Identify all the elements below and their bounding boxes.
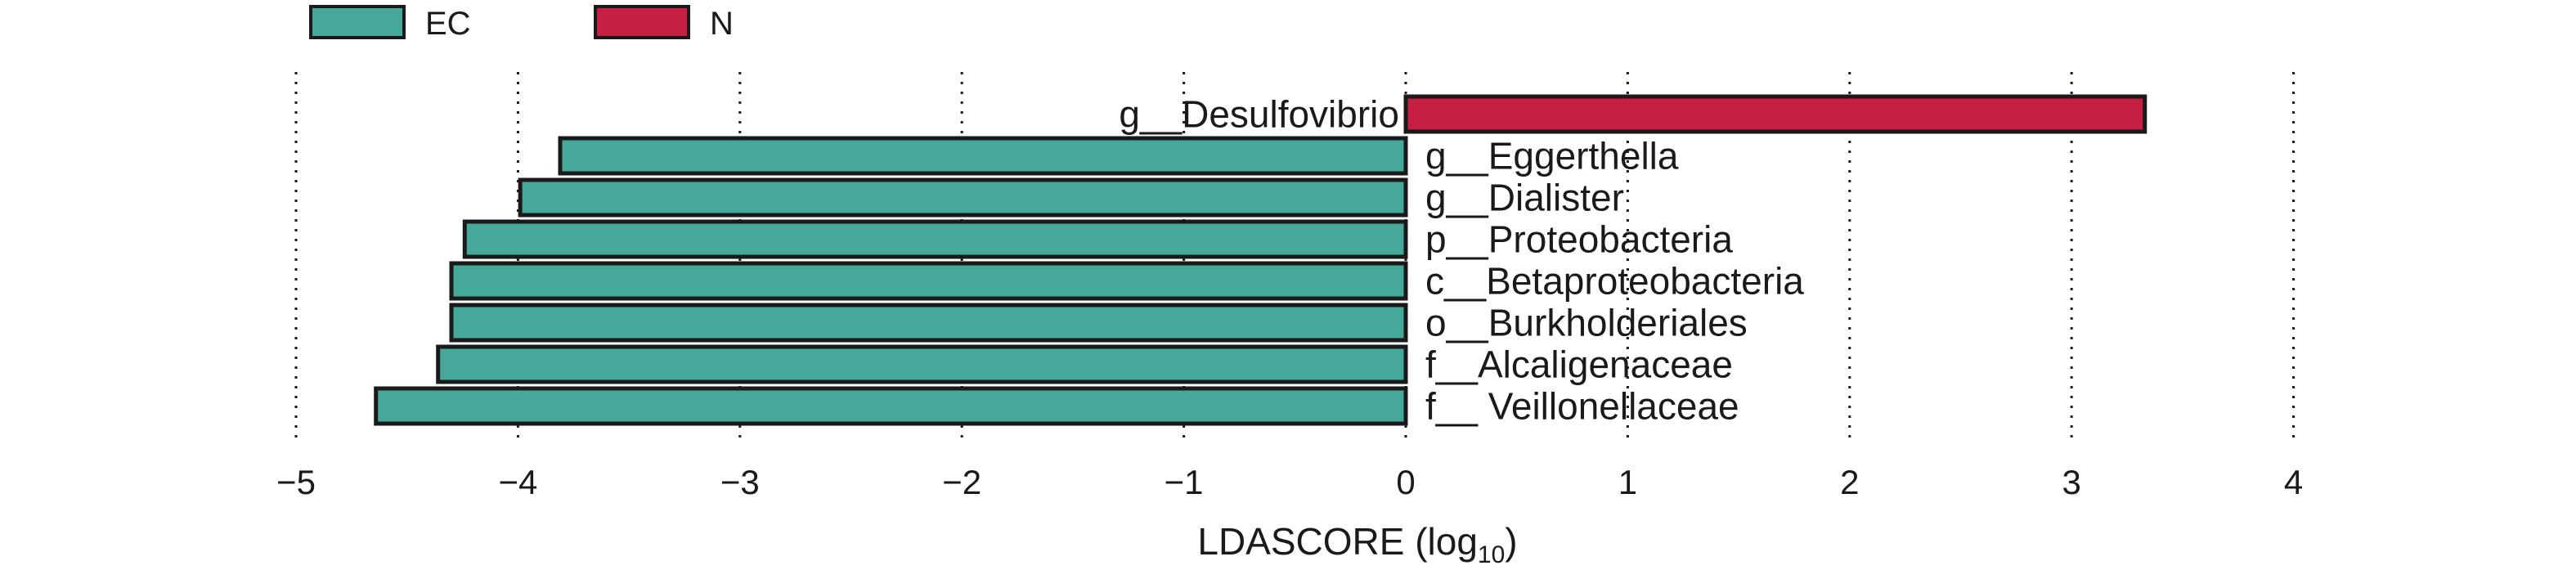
legend: EC N bbox=[309, 5, 734, 42]
legend-label-n: N bbox=[710, 6, 734, 42]
bar bbox=[1403, 94, 2147, 134]
x-tick-label: 0 bbox=[1396, 463, 1415, 501]
bar bbox=[449, 303, 1408, 343]
bar bbox=[374, 386, 1408, 426]
x-tick-label: −1 bbox=[1165, 463, 1204, 501]
bar-label: c__Betaproteobacteria bbox=[1425, 260, 1804, 303]
bar bbox=[449, 261, 1408, 301]
legend-swatch-ec bbox=[309, 5, 406, 39]
x-tick-label: 4 bbox=[2284, 463, 2303, 501]
bar-label: o__Burkholderiales bbox=[1425, 302, 1748, 344]
x-tick-label: −3 bbox=[720, 463, 760, 501]
bar-label: p__Proteobacteria bbox=[1425, 218, 1733, 261]
x-axis-title: LDASCORE (log10) bbox=[1197, 520, 1517, 568]
bar-labels: g__Desulfovibrio g__Eggerthellag__Dialist… bbox=[1119, 93, 1804, 428]
legend-label-ec: EC bbox=[425, 6, 471, 42]
bar bbox=[518, 177, 1408, 218]
x-tick-label: −4 bbox=[498, 463, 537, 501]
x-tick-label: −2 bbox=[942, 463, 981, 501]
bar bbox=[462, 219, 1408, 259]
bar-label: g__Desulfovibrio bbox=[1119, 93, 1399, 136]
bars bbox=[374, 94, 2147, 426]
x-tick-label: −5 bbox=[276, 463, 316, 501]
legend-swatch-n bbox=[594, 5, 690, 39]
bar bbox=[558, 136, 1408, 176]
bar-label: f__Alcaligenaceae bbox=[1425, 343, 1733, 386]
x-axis: −5 −4 −3 −2 −1 0 1 2 3 4 bbox=[276, 463, 2303, 501]
x-tick-label: 3 bbox=[2062, 463, 2081, 501]
bar-label: f__ Veillonellaceae bbox=[1425, 385, 1739, 428]
x-tick-label: 1 bbox=[1618, 463, 1637, 501]
x-tick-label: 2 bbox=[1840, 463, 1859, 501]
bar bbox=[436, 344, 1408, 384]
bar-label: g__Eggerthella bbox=[1425, 135, 1679, 177]
bar-label: g__Dialister bbox=[1425, 177, 1624, 219]
